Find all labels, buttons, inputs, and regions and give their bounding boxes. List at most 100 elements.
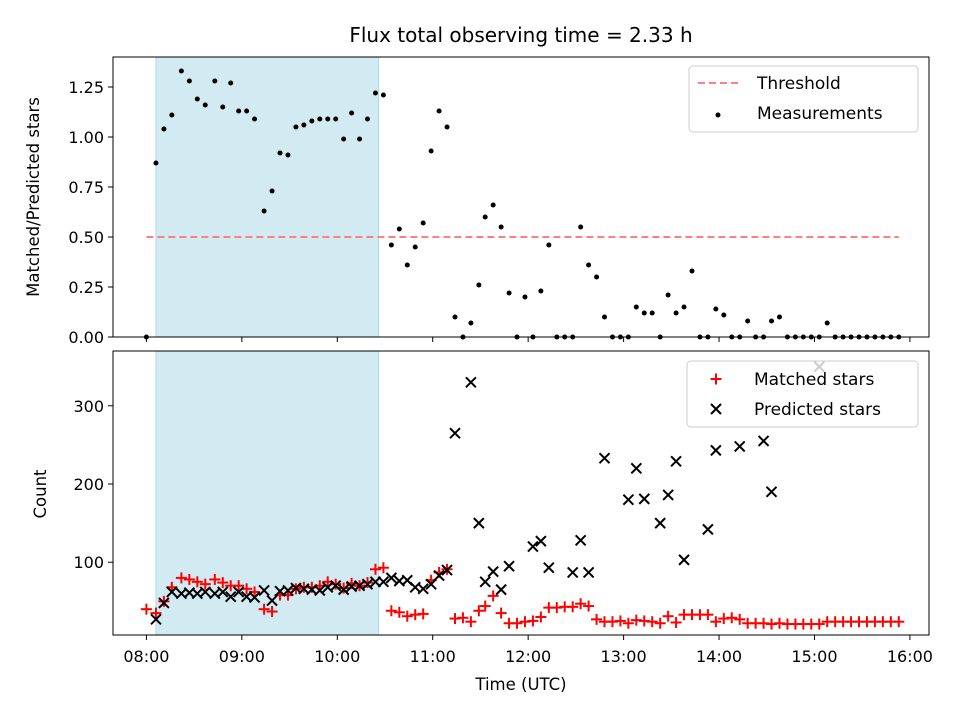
predicted-star-point bbox=[678, 554, 690, 566]
measurement-point bbox=[665, 292, 671, 298]
measurement-point bbox=[285, 152, 291, 158]
x-tick-label: 09:00 bbox=[219, 647, 265, 666]
matched-star-point bbox=[535, 611, 547, 623]
predicted-star-point bbox=[702, 523, 714, 536]
legend-measurements-label: Measurements bbox=[757, 104, 883, 124]
measurement-point bbox=[506, 290, 512, 296]
x-tick-label: 16:00 bbox=[887, 647, 933, 666]
predicted-star-point bbox=[757, 435, 770, 447]
measurement-point bbox=[236, 108, 242, 114]
matched-star-point bbox=[575, 598, 587, 610]
matched-star-point bbox=[457, 612, 469, 624]
predicted-star-point bbox=[266, 594, 278, 607]
top-y-axis-label: Matched/Predicted stars bbox=[24, 97, 43, 297]
measurement-point bbox=[396, 226, 402, 232]
measurement-point bbox=[498, 224, 504, 230]
matched-star-point bbox=[338, 582, 350, 594]
measurement-point bbox=[641, 310, 647, 316]
legend-matched-marker bbox=[710, 373, 722, 385]
measurement-point bbox=[721, 312, 727, 318]
measurement-point bbox=[325, 116, 331, 122]
measurement-point bbox=[388, 242, 394, 248]
measurement-point bbox=[586, 262, 592, 268]
matched-star-point bbox=[702, 609, 714, 621]
measurement-point bbox=[212, 78, 218, 84]
measurement-point bbox=[380, 92, 386, 98]
matched-star-point bbox=[670, 616, 682, 628]
top-y-tick-label: 1.25 bbox=[68, 78, 104, 97]
predicted-star-point bbox=[465, 376, 477, 389]
predicted-star-point bbox=[232, 586, 245, 598]
predicted-star-point bbox=[670, 455, 682, 468]
measurement-point bbox=[244, 108, 250, 114]
matched-star-point bbox=[893, 616, 905, 628]
measurement-point bbox=[482, 214, 488, 220]
matched-star-point bbox=[710, 616, 722, 628]
predicted-star-point bbox=[150, 613, 162, 626]
matched-star-point bbox=[158, 595, 170, 607]
top-legend: Threshold Measurements bbox=[688, 65, 919, 133]
top-plot-frame bbox=[112, 56, 930, 338]
matched-star-point bbox=[622, 617, 634, 629]
predicted-star-point bbox=[473, 517, 485, 529]
x-tick-label: 13:00 bbox=[601, 647, 647, 666]
matched-star-point bbox=[209, 573, 221, 585]
measurement-point bbox=[153, 160, 159, 166]
matched-star-point bbox=[614, 615, 626, 627]
matched-star-point bbox=[393, 606, 405, 618]
measurement-point bbox=[412, 244, 418, 250]
predicted-star-point bbox=[337, 583, 350, 596]
predicted-star-point bbox=[361, 578, 374, 590]
predicted-star-point bbox=[654, 517, 666, 529]
measurement-point bbox=[186, 78, 192, 84]
measurement-point bbox=[228, 80, 234, 86]
measurement-point bbox=[194, 96, 200, 102]
legend-predicted-marker bbox=[710, 403, 722, 415]
bottom-legend: Matched stars Predicted stars bbox=[686, 360, 919, 428]
measurement-point bbox=[602, 314, 608, 320]
x-tick-label: 11:00 bbox=[410, 647, 456, 666]
measurement-point bbox=[490, 202, 496, 208]
predicted-star-point bbox=[734, 440, 746, 453]
matched-star-point bbox=[583, 600, 595, 612]
predicted-star-point bbox=[314, 584, 326, 597]
predicted-star-point bbox=[433, 569, 445, 582]
matched-star-point bbox=[401, 610, 413, 622]
predicted-star-point bbox=[495, 583, 507, 596]
predicted-star-point bbox=[662, 489, 674, 501]
predicted-star-point bbox=[622, 493, 635, 506]
legend-matched-plus bbox=[710, 373, 722, 385]
measurement-point bbox=[261, 208, 267, 214]
matched-star-point bbox=[258, 603, 270, 615]
predicted-star-point bbox=[258, 584, 270, 597]
predicted-star-point bbox=[543, 562, 555, 574]
matched-star-point bbox=[140, 603, 152, 615]
predicted-star-point bbox=[377, 576, 390, 588]
predicted-star-point bbox=[487, 565, 499, 578]
top-y-tick-label: 0.75 bbox=[68, 178, 104, 197]
x-tick-label: 10:00 bbox=[314, 647, 360, 666]
matched-star-point bbox=[385, 605, 397, 617]
measurement-point bbox=[301, 122, 307, 128]
measurement-point bbox=[538, 288, 544, 294]
predicted-star-point bbox=[479, 576, 491, 588]
measurement-point bbox=[293, 124, 299, 130]
matched-star-point bbox=[465, 616, 477, 628]
measurement-point bbox=[776, 314, 782, 320]
measurement-point bbox=[269, 188, 275, 194]
measurement-point bbox=[317, 116, 323, 122]
predicted-star-point bbox=[217, 586, 229, 598]
matched-star-point bbox=[654, 617, 666, 629]
matched-star-point bbox=[183, 573, 195, 585]
measurement-point bbox=[178, 68, 184, 74]
measurement-point bbox=[578, 224, 584, 230]
x-tick-label: 14:00 bbox=[696, 647, 742, 666]
matched-star-point bbox=[646, 616, 658, 628]
measurement-point bbox=[436, 108, 442, 114]
measurement-point bbox=[220, 104, 226, 110]
measurement-point bbox=[452, 314, 458, 320]
predicted-star-point bbox=[158, 597, 170, 609]
top-panel: 0.00 0.25 0.50 0.75 1.00 1.25 Matched/Predict… bbox=[24, 56, 930, 347]
top-y-tick-label: 1.00 bbox=[68, 128, 104, 147]
